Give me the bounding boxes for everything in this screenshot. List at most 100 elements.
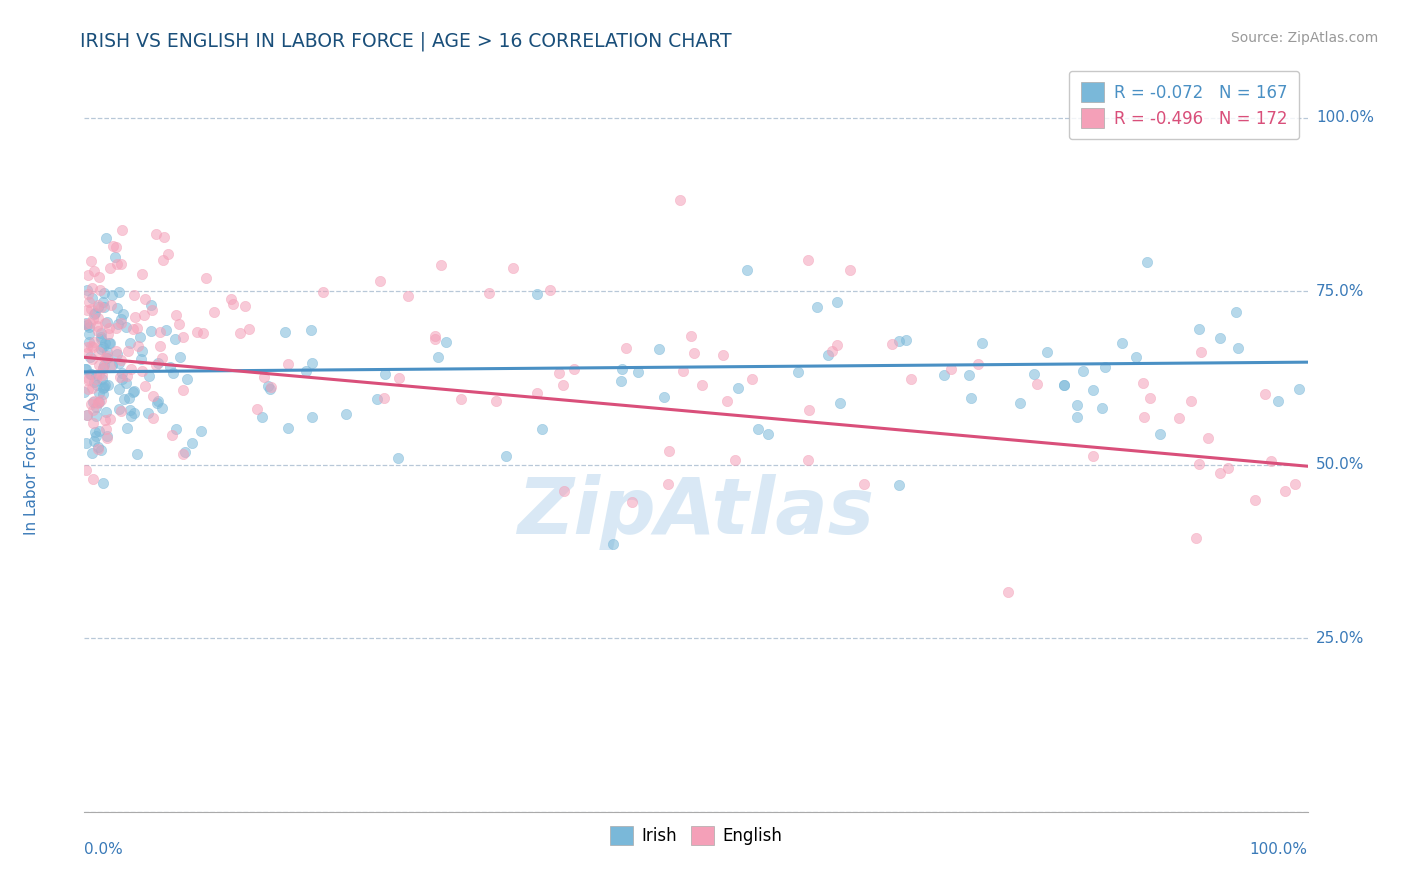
Point (84, 306, 107, 320)
Point (111, 223, 134, 237)
Point (107, 402, 129, 417)
Point (131, 364, 153, 378)
Legend: Irish, English: Irish, English (603, 820, 789, 852)
Point (246, 401, 269, 416)
Point (111, 372, 134, 386)
Point (1139, 391, 1161, 405)
Point (93, 380, 115, 394)
Point (672, 364, 695, 378)
Point (80, 367, 103, 381)
Point (172, 384, 194, 398)
Point (91, 386, 114, 401)
Point (194, 270, 217, 285)
Point (77, 319, 100, 334)
Point (277, 357, 299, 371)
Point (1035, 344, 1057, 359)
Point (1216, 461, 1239, 475)
Point (114, 376, 136, 391)
Point (727, 381, 749, 395)
Point (114, 320, 136, 334)
Point (602, 537, 624, 551)
Point (797, 453, 820, 467)
Point (124, 310, 146, 324)
Point (939, 361, 962, 376)
Point (94, 335, 117, 350)
Point (90, 443, 112, 458)
Point (900, 372, 922, 386)
Point (142, 389, 165, 403)
Point (657, 477, 679, 491)
Point (149, 339, 172, 353)
Point (202, 304, 225, 318)
Point (1244, 493, 1267, 508)
Point (142, 411, 165, 425)
Point (90, 330, 112, 344)
Point (101, 359, 124, 373)
Point (108, 285, 131, 299)
Point (252, 370, 274, 384)
Point (1267, 394, 1289, 409)
Point (1125, 350, 1147, 364)
Point (1274, 484, 1296, 499)
Point (75, 362, 97, 376)
Point (94, 316, 117, 330)
Point (1132, 376, 1154, 391)
Point (967, 357, 990, 371)
Point (87, 300, 110, 314)
Point (426, 350, 449, 364)
Point (1022, 368, 1045, 382)
Point (1083, 383, 1105, 397)
Point (76, 283, 98, 297)
Point (100, 298, 122, 312)
Point (105, 240, 128, 254)
Point (259, 382, 281, 396)
Point (98, 321, 121, 335)
Point (139, 298, 162, 312)
Point (94, 405, 117, 419)
Point (932, 368, 955, 383)
Point (373, 391, 395, 405)
Point (110, 316, 132, 330)
Point (252, 410, 274, 425)
Point (277, 421, 299, 435)
Point (174, 444, 197, 458)
Point (76, 409, 98, 423)
Point (716, 393, 738, 408)
Point (125, 447, 148, 461)
Point (150, 351, 173, 365)
Point (86, 440, 108, 454)
Point (96, 315, 118, 329)
Point (115, 421, 138, 435)
Point (94, 231, 117, 245)
Point (82, 340, 104, 354)
Point (79, 316, 101, 330)
Point (370, 274, 392, 288)
Point (82, 403, 104, 417)
Point (614, 342, 637, 356)
Point (1091, 401, 1114, 415)
Point (87, 395, 110, 409)
Point (82, 291, 104, 305)
Point (960, 391, 983, 405)
Point (112, 307, 135, 321)
Point (853, 476, 876, 491)
Point (747, 422, 769, 436)
Point (894, 334, 917, 348)
Point (165, 308, 187, 322)
Text: 75.0%: 75.0% (1316, 284, 1364, 299)
Point (711, 348, 734, 362)
Point (91, 476, 114, 491)
Point (93, 358, 115, 372)
Point (301, 409, 323, 424)
Point (134, 379, 156, 393)
Point (80, 301, 103, 316)
Point (155, 323, 177, 337)
Point (91, 381, 114, 395)
Point (1208, 331, 1230, 345)
Point (87, 344, 110, 359)
Point (84, 409, 107, 423)
Point (110, 353, 132, 368)
Point (98, 335, 121, 350)
Point (1288, 382, 1310, 396)
Point (610, 361, 633, 376)
